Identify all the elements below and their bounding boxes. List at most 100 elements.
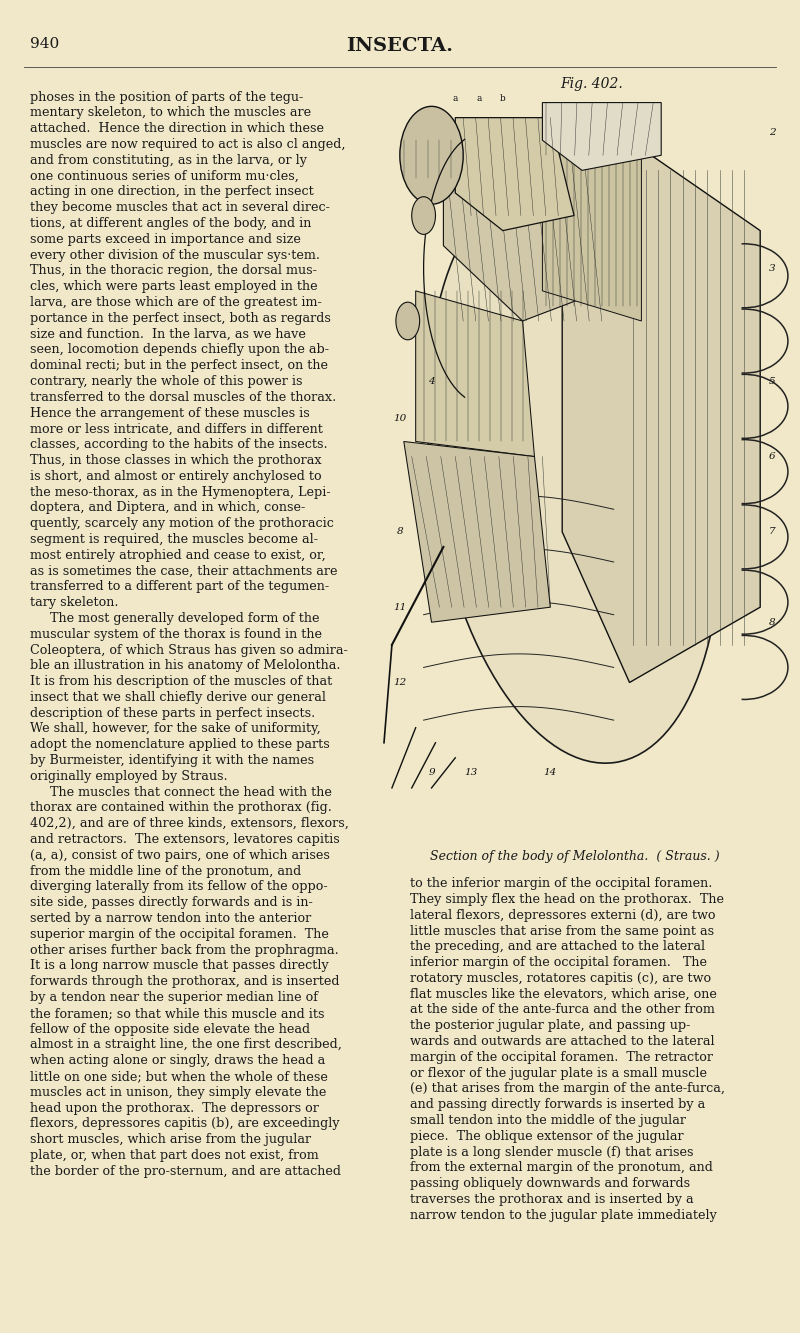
Text: more or less intricate, and differs in different: more or less intricate, and differs in d… — [30, 423, 323, 436]
Text: INSECTA.: INSECTA. — [346, 37, 454, 56]
Polygon shape — [542, 117, 642, 321]
Text: when acting alone or singly, draws the head a: when acting alone or singly, draws the h… — [30, 1054, 326, 1068]
Text: 11: 11 — [394, 603, 406, 612]
Text: almost in a straight line, the one first described,: almost in a straight line, the one first… — [30, 1038, 342, 1052]
Text: 2: 2 — [769, 128, 775, 137]
Text: fellow of the opposite side elevate the head: fellow of the opposite side elevate the … — [30, 1022, 310, 1036]
Text: Thus, in those classes in which the prothorax: Thus, in those classes in which the prot… — [30, 455, 322, 467]
Text: by Burmeister, identifying it with the names: by Burmeister, identifying it with the n… — [30, 754, 314, 766]
Text: 3: 3 — [769, 264, 775, 273]
Text: transferred to a different part of the tegumen-: transferred to a different part of the t… — [30, 580, 330, 593]
Ellipse shape — [412, 197, 435, 235]
Text: they become muscles that act in several direc-: they become muscles that act in several … — [30, 201, 330, 215]
Text: Thus, in the thoracic region, the dorsal mus-: Thus, in the thoracic region, the dorsal… — [30, 264, 318, 277]
Text: a: a — [476, 95, 482, 104]
Text: some parts exceed in importance and size: some parts exceed in importance and size — [30, 233, 302, 245]
Text: description of these parts in perfect insects.: description of these parts in perfect in… — [30, 706, 316, 720]
Text: quently, scarcely any motion of the prothoracic: quently, scarcely any motion of the prot… — [30, 517, 334, 531]
Polygon shape — [443, 140, 602, 321]
Text: phoses in the position of parts of the tegu-: phoses in the position of parts of the t… — [30, 91, 304, 104]
Text: size and function.  In the larva, as we have: size and function. In the larva, as we h… — [30, 328, 306, 341]
Text: cles, which were parts least employed in the: cles, which were parts least employed in… — [30, 280, 318, 293]
Text: muscular system of the thorax is found in the: muscular system of the thorax is found i… — [30, 628, 322, 641]
Text: the meso-thorax, as in the Hymenoptera, Lepi-: the meso-thorax, as in the Hymenoptera, … — [30, 485, 331, 499]
Text: narrow tendon to the jugular plate immediately: narrow tendon to the jugular plate immed… — [410, 1209, 717, 1222]
Text: 12: 12 — [394, 678, 406, 686]
Text: The muscles that connect the head with the: The muscles that connect the head with t… — [50, 785, 332, 798]
Text: muscles act in unison, they simply elevate the: muscles act in unison, they simply eleva… — [30, 1086, 326, 1098]
Text: and from constituting, as in the larva, or ly: and from constituting, as in the larva, … — [30, 153, 307, 167]
Text: diverging laterally from its fellow of the oppo-: diverging laterally from its fellow of t… — [30, 881, 328, 893]
Text: forwards through the prothorax, and is inserted: forwards through the prothorax, and is i… — [30, 976, 340, 988]
Text: and retractors.  The extensors, levatores capitis: and retractors. The extensors, levatores… — [30, 833, 340, 846]
Text: to the inferior margin of the occipital foramen.: to the inferior margin of the occipital … — [410, 877, 712, 890]
Text: or flexor of the jugular plate is a small muscle: or flexor of the jugular plate is a smal… — [410, 1066, 706, 1080]
Text: 9: 9 — [428, 768, 435, 777]
Text: margin of the occipital foramen.  The retractor: margin of the occipital foramen. The ret… — [410, 1050, 713, 1064]
Text: from the middle line of the pronotum, and: from the middle line of the pronotum, an… — [30, 865, 302, 877]
Text: (e) that arises from the margin of the ante-furca,: (e) that arises from the margin of the a… — [410, 1082, 725, 1096]
Text: mentary skeleton, to which the muscles are: mentary skeleton, to which the muscles a… — [30, 107, 311, 120]
Text: originally employed by Straus.: originally employed by Straus. — [30, 770, 228, 782]
Text: by a tendon near the superior median line of: by a tendon near the superior median lin… — [30, 990, 318, 1004]
Text: every other division of the muscular sys·tem.: every other division of the muscular sys… — [30, 249, 320, 261]
Text: piece.  The oblique extensor of the jugular: piece. The oblique extensor of the jugul… — [410, 1130, 683, 1142]
Text: lateral flexors, depressores externi (d), are two: lateral flexors, depressores externi (d)… — [410, 909, 715, 921]
Text: Section of the body of Melolontha.  ( Straus. ): Section of the body of Melolontha. ( Str… — [430, 850, 719, 864]
Text: plate is a long slender muscle (f) that arises: plate is a long slender muscle (f) that … — [410, 1145, 693, 1158]
Text: 402,2), and are of three kinds, extensors, flexors,: 402,2), and are of three kinds, extensor… — [30, 817, 350, 830]
Text: contrary, nearly the whole of this power is: contrary, nearly the whole of this power… — [30, 375, 303, 388]
Text: larva, are those which are of the greatest im-: larva, are those which are of the greate… — [30, 296, 322, 309]
Text: seen, locomotion depends chiefly upon the ab-: seen, locomotion depends chiefly upon th… — [30, 344, 330, 356]
Text: plate, or, when that part does not exist, from: plate, or, when that part does not exist… — [30, 1149, 319, 1162]
Text: It is a long narrow muscle that passes directly: It is a long narrow muscle that passes d… — [30, 960, 329, 973]
Text: Fig. 402.: Fig. 402. — [561, 77, 623, 92]
Text: adopt the nomenclature applied to these parts: adopt the nomenclature applied to these … — [30, 738, 330, 752]
Text: the posterior jugular plate, and passing up-: the posterior jugular plate, and passing… — [410, 1020, 690, 1032]
Text: the preceding, and are attached to the lateral: the preceding, and are attached to the l… — [410, 940, 705, 953]
Text: traverses the prothorax and is inserted by a: traverses the prothorax and is inserted … — [410, 1193, 694, 1206]
Text: acting in one direction, in the perfect insect: acting in one direction, in the perfect … — [30, 185, 314, 199]
Text: We shall, however, for the sake of uniformity,: We shall, however, for the sake of unifo… — [30, 722, 321, 736]
Text: transferred to the dorsal muscles of the thorax.: transferred to the dorsal muscles of the… — [30, 391, 337, 404]
Text: They simply flex the head on the prothorax.  The: They simply flex the head on the prothor… — [410, 893, 724, 906]
Text: the border of the pro-sternum, and are attached: the border of the pro-sternum, and are a… — [30, 1165, 342, 1178]
Text: insect that we shall chiefly derive our general: insect that we shall chiefly derive our … — [30, 690, 326, 704]
Text: little on one side; but when the whole of these: little on one side; but when the whole o… — [30, 1070, 328, 1082]
Text: 4: 4 — [428, 377, 435, 385]
Text: the foramen; so that while this muscle and its: the foramen; so that while this muscle a… — [30, 1006, 325, 1020]
Text: muscles are now required to act is also cl anged,: muscles are now required to act is also … — [30, 139, 346, 151]
Text: It is from his description of the muscles of that: It is from his description of the muscle… — [30, 674, 333, 688]
Text: segment is required, the muscles become al-: segment is required, the muscles become … — [30, 533, 318, 547]
Text: serted by a narrow tendon into the anterior: serted by a narrow tendon into the anter… — [30, 912, 312, 925]
Text: doptera, and Diptera, and in which, conse-: doptera, and Diptera, and in which, cons… — [30, 501, 306, 515]
Text: small tendon into the middle of the jugular: small tendon into the middle of the jugu… — [410, 1114, 686, 1128]
Text: The most generally developed form of the: The most generally developed form of the — [50, 612, 320, 625]
Polygon shape — [562, 140, 760, 682]
Text: flexors, depressores capitis (b), are exceedingly: flexors, depressores capitis (b), are ex… — [30, 1117, 340, 1130]
Text: (a, a), consist of two pairs, one of which arises: (a, a), consist of two pairs, one of whi… — [30, 849, 330, 862]
Text: passing obliquely downwards and forwards: passing obliquely downwards and forwards — [410, 1177, 690, 1190]
Text: short muscles, which arise from the jugular: short muscles, which arise from the jugu… — [30, 1133, 311, 1146]
Text: 5: 5 — [769, 377, 775, 385]
Text: inferior margin of the occipital foramen.   The: inferior margin of the occipital foramen… — [410, 956, 706, 969]
Text: rotatory muscles, rotatores capitis (c), are two: rotatory muscles, rotatores capitis (c),… — [410, 972, 710, 985]
Text: ble an illustration in his anatomy of Melolontha.: ble an illustration in his anatomy of Me… — [30, 660, 341, 672]
Text: 13: 13 — [465, 768, 478, 777]
Text: at the side of the ante-furca and the other from: at the side of the ante-furca and the ot… — [410, 1004, 714, 1017]
Text: tary skeleton.: tary skeleton. — [30, 596, 119, 609]
Text: 7: 7 — [769, 528, 775, 536]
Text: classes, according to the habits of the insects.: classes, according to the habits of the … — [30, 439, 328, 451]
Text: wards and outwards are attached to the lateral: wards and outwards are attached to the l… — [410, 1034, 714, 1048]
Text: tions, at different angles of the body, and in: tions, at different angles of the body, … — [30, 217, 312, 231]
Text: dominal recti; but in the perfect insect, on the: dominal recti; but in the perfect insect… — [30, 359, 328, 372]
Text: 14: 14 — [544, 768, 557, 777]
Text: portance in the perfect insect, both as regards: portance in the perfect insect, both as … — [30, 312, 331, 325]
Text: as is sometimes the case, their attachments are: as is sometimes the case, their attachme… — [30, 565, 338, 577]
Text: a: a — [453, 95, 458, 104]
Text: is short, and almost or entirely anchylosed to: is short, and almost or entirely anchylo… — [30, 469, 322, 483]
Text: attached.  Hence the direction in which these: attached. Hence the direction in which t… — [30, 123, 325, 135]
Polygon shape — [416, 291, 534, 456]
Text: Hence the arrangement of these muscles is: Hence the arrangement of these muscles i… — [30, 407, 310, 420]
Text: Coleoptera, of which Straus has given so admira-: Coleoptera, of which Straus has given so… — [30, 644, 348, 657]
